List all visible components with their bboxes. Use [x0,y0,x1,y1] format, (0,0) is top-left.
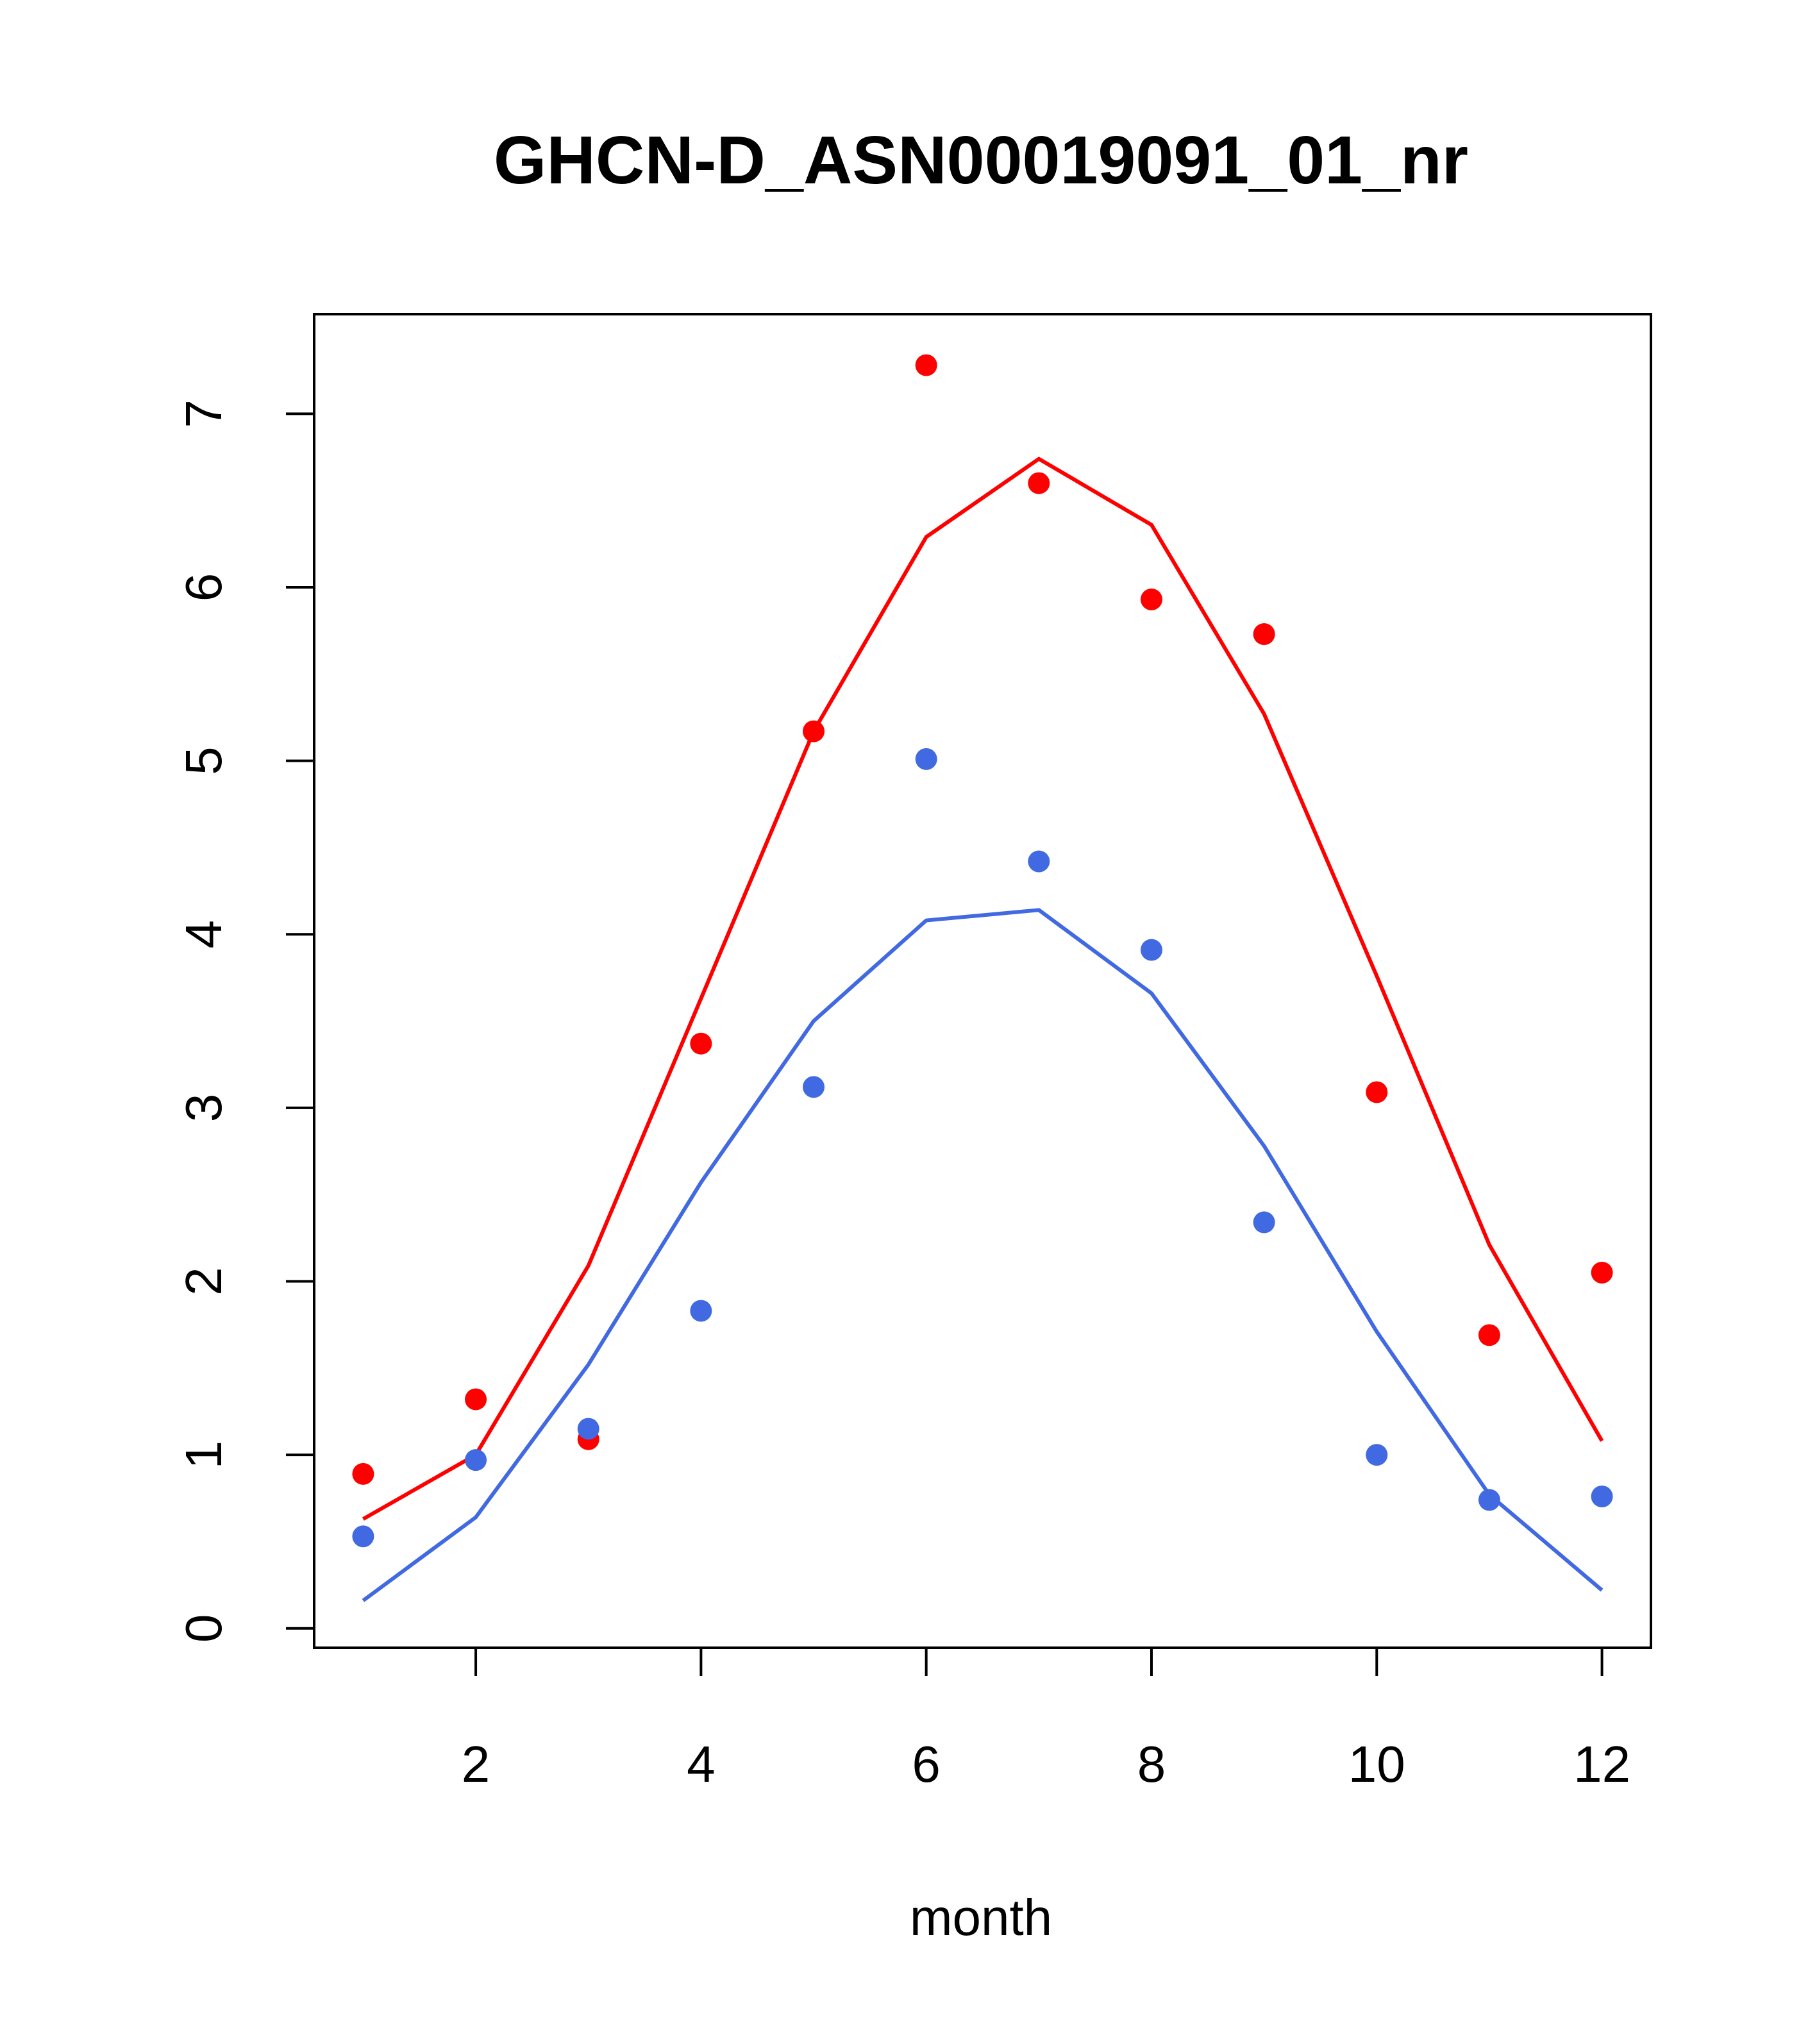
series-1-point [1366,1081,1388,1103]
series-2-point [1478,1489,1500,1511]
y-axis: 0 1 2 3 4 5 6 7 [175,399,315,1643]
series-layer [352,354,1613,1602]
y-tick-label: 4 [175,920,232,949]
chart-title: GHCN-D_ASN00019091_01_nr [494,122,1468,198]
series-1-point [465,1388,487,1411]
series-1-line [362,457,1604,1521]
series-2-point [465,1449,487,1471]
y-tick-label: 1 [175,1441,232,1470]
plot-frame [313,313,1652,1649]
x-tick-label: 10 [1348,1736,1405,1793]
series-2-point [352,1525,374,1548]
series-2-point [577,1418,599,1440]
series-2-line [362,908,1603,1602]
y-tick-label: 6 [175,573,232,602]
x-tick-label: 8 [1137,1736,1166,1793]
x-tick-label: 4 [687,1736,716,1793]
series-2-point [1028,850,1050,873]
series-1-point [1028,472,1050,494]
x-axis: 2 4 6 8 10 12 [462,1646,1630,1793]
series-1-point [352,1462,374,1485]
series-2-point [1591,1486,1613,1508]
y-tick-label: 5 [175,746,232,775]
series-1-point [1591,1261,1613,1284]
y-tick-label: 3 [175,1094,232,1123]
y-tick-label: 0 [175,1614,232,1643]
series-2-point [690,1300,712,1322]
series-1-point [690,1032,712,1055]
x-axis-label: month [910,1889,1052,1946]
series-2-point [915,748,937,770]
series-1-point [803,720,825,742]
series-2-point [803,1076,825,1098]
series-2-point [1366,1444,1388,1466]
series-2-point [1140,939,1162,961]
series-2-point [1253,1211,1275,1234]
series-1-point [1253,623,1275,646]
x-tick-label: 2 [462,1736,490,1793]
y-tick-label: 7 [175,399,232,428]
series-1-point [1140,588,1162,610]
series-1-point [1478,1324,1500,1346]
series-1-point [915,354,937,376]
y-tick-label: 2 [175,1267,232,1296]
x-tick-label: 6 [912,1736,941,1793]
x-tick-label: 12 [1573,1736,1630,1793]
